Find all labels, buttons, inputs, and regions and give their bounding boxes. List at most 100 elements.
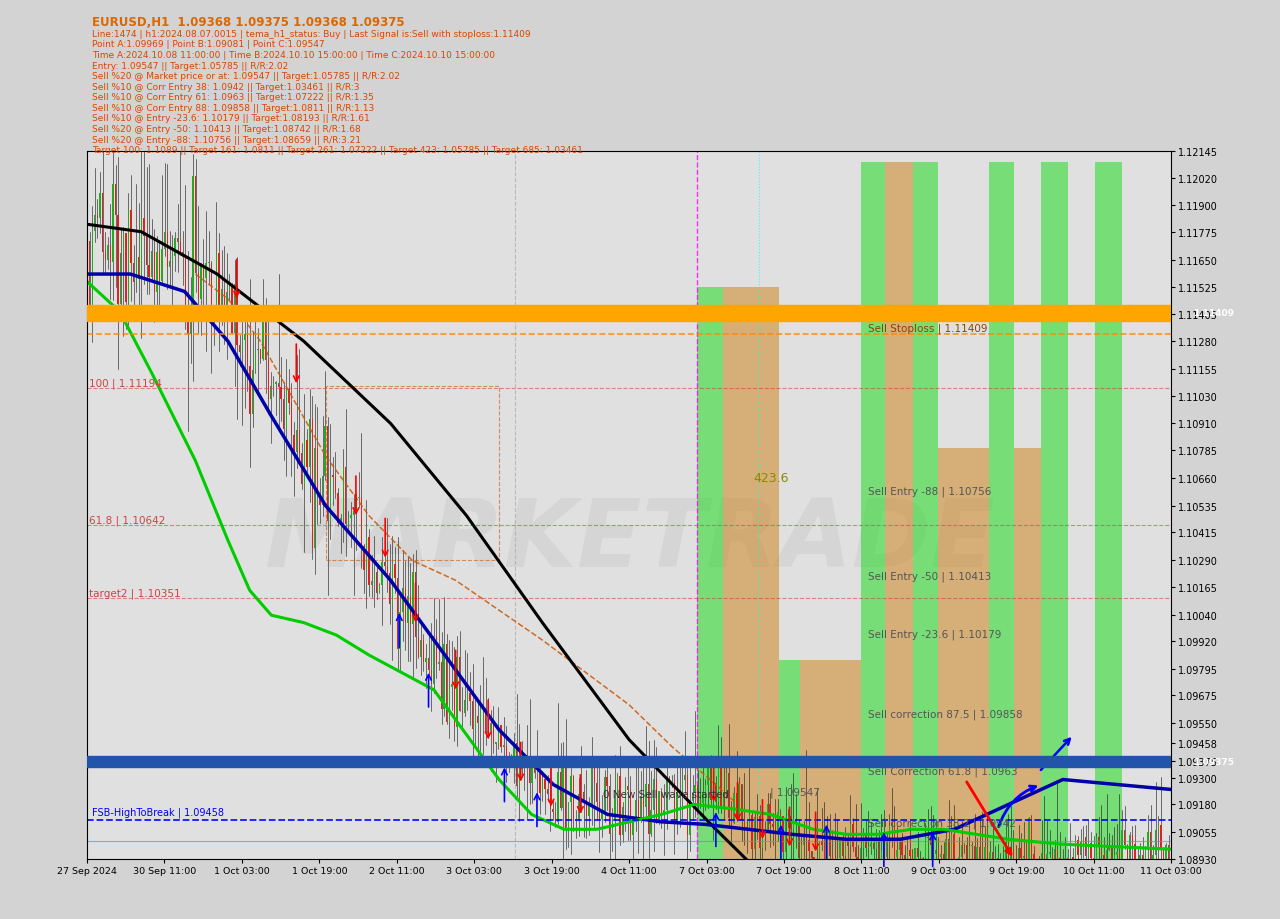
Bar xyxy=(554,812,556,822)
Bar xyxy=(637,800,639,817)
Bar xyxy=(1132,835,1133,844)
Bar xyxy=(1043,853,1044,874)
Bar xyxy=(710,758,712,800)
Bar xyxy=(614,798,616,821)
Bar xyxy=(384,562,385,566)
Bar xyxy=(500,726,502,747)
Bar xyxy=(250,367,251,414)
Bar xyxy=(989,853,991,860)
Bar xyxy=(387,566,388,573)
Bar xyxy=(445,644,447,722)
Bar xyxy=(448,687,451,722)
Bar xyxy=(762,830,763,848)
Bar xyxy=(1098,837,1100,846)
Bar xyxy=(177,238,178,243)
Bar xyxy=(1078,840,1079,855)
Bar xyxy=(1046,854,1047,874)
Bar xyxy=(876,840,877,849)
Bar xyxy=(1144,850,1146,866)
Bar xyxy=(1007,843,1009,867)
Bar xyxy=(1048,853,1050,854)
Bar xyxy=(922,857,923,874)
Bar xyxy=(916,848,918,857)
Bar xyxy=(778,660,800,859)
Bar xyxy=(1126,845,1128,884)
Bar xyxy=(676,792,677,822)
Bar xyxy=(1165,845,1166,863)
Bar xyxy=(881,851,882,860)
Bar xyxy=(805,834,806,841)
Bar xyxy=(883,851,884,857)
Bar xyxy=(470,694,471,702)
Bar xyxy=(534,762,535,773)
Bar xyxy=(868,847,869,848)
Bar xyxy=(938,448,989,859)
Bar xyxy=(812,851,813,857)
Bar xyxy=(200,264,201,300)
Bar xyxy=(974,845,975,860)
Bar xyxy=(311,419,312,549)
Text: Sell Entry -88 | 1.10756: Sell Entry -88 | 1.10756 xyxy=(868,485,991,496)
Bar xyxy=(1028,819,1029,895)
Bar xyxy=(273,384,274,387)
Text: Sell %20 @ Market price or at: 1.09547 || Target:1.05785 || R/R:2.02: Sell %20 @ Market price or at: 1.09547 |… xyxy=(92,72,401,81)
Bar xyxy=(366,538,367,571)
Bar xyxy=(513,743,515,757)
Bar xyxy=(906,849,908,868)
Bar xyxy=(462,711,463,713)
Bar xyxy=(901,843,902,855)
Bar xyxy=(480,709,481,723)
Bar xyxy=(814,857,815,858)
Bar xyxy=(557,773,558,822)
Bar xyxy=(166,233,168,267)
Bar xyxy=(692,793,694,801)
Bar xyxy=(982,866,983,880)
Text: 1.11409: 1.11409 xyxy=(1193,309,1234,318)
Bar xyxy=(319,494,320,505)
Bar xyxy=(721,757,722,807)
Bar xyxy=(808,841,810,851)
Bar xyxy=(767,804,768,832)
Bar xyxy=(860,848,861,887)
Bar xyxy=(189,310,191,335)
Bar xyxy=(774,827,776,835)
Bar xyxy=(244,335,246,341)
Bar xyxy=(291,403,292,436)
Bar xyxy=(161,250,163,282)
Bar xyxy=(946,839,947,868)
Bar xyxy=(705,785,707,792)
Bar xyxy=(736,793,737,817)
Bar xyxy=(1068,858,1069,860)
Bar xyxy=(1005,843,1006,876)
Bar xyxy=(739,784,740,817)
Bar xyxy=(673,782,675,822)
Bar xyxy=(1080,842,1082,855)
Bar xyxy=(539,770,540,793)
Bar xyxy=(255,351,256,370)
Bar xyxy=(1129,835,1130,884)
Bar xyxy=(374,573,375,582)
Bar xyxy=(607,777,608,787)
Bar xyxy=(407,596,408,623)
Bar xyxy=(984,847,986,866)
Bar xyxy=(529,767,530,783)
Bar xyxy=(936,850,937,855)
Bar xyxy=(508,763,509,765)
Text: Sell Entry -23.6 | 1.10179: Sell Entry -23.6 | 1.10179 xyxy=(868,629,1001,640)
Bar xyxy=(467,694,468,700)
Bar xyxy=(430,670,431,684)
Bar xyxy=(658,791,659,823)
Bar xyxy=(559,773,561,808)
Bar xyxy=(698,786,699,803)
Bar xyxy=(503,745,504,747)
Bar xyxy=(262,307,264,360)
Text: 423.6: 423.6 xyxy=(754,471,790,484)
Bar xyxy=(660,791,662,814)
Bar xyxy=(536,770,538,773)
Bar xyxy=(1014,448,1041,859)
Bar xyxy=(123,233,124,254)
Bar xyxy=(723,288,778,859)
Bar xyxy=(635,800,636,821)
Text: MARKETRADE: MARKETRADE xyxy=(264,494,995,586)
Bar xyxy=(668,778,669,784)
